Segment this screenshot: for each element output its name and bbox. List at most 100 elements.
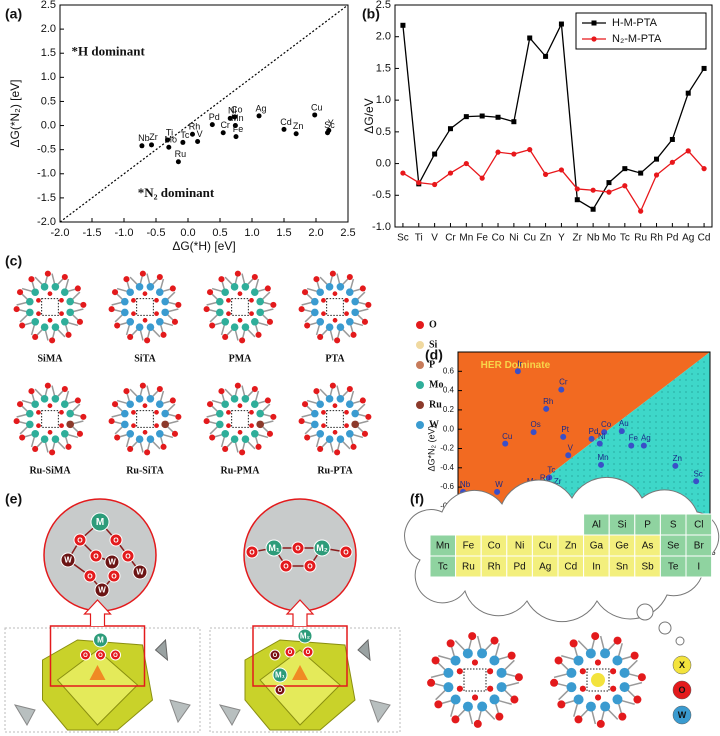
point-label: Os: [530, 420, 540, 429]
element-symbol: S: [670, 520, 677, 531]
legend-label: W: [429, 419, 439, 430]
legend-marker: [416, 341, 424, 349]
atom-label: O: [307, 563, 313, 570]
metal: [216, 297, 224, 306]
oxygen: [249, 298, 254, 303]
oxygen: [108, 306, 115, 313]
oxygen: [142, 318, 148, 323]
metal: [51, 323, 60, 331]
marker: [479, 113, 485, 119]
oxygen: [234, 270, 241, 277]
cluster: [203, 270, 277, 344]
atom-label: O: [77, 537, 83, 544]
oxygen: [249, 423, 254, 428]
oxygen: [456, 685, 463, 692]
metal: [251, 429, 259, 438]
oxygen: [76, 318, 84, 325]
core: [41, 410, 59, 428]
core: [136, 298, 154, 316]
legend-ball: [672, 705, 692, 725]
oxygen: [346, 385, 353, 393]
legend-marker: [416, 321, 424, 329]
point: [565, 452, 572, 459]
oxygen: [332, 318, 338, 323]
metal: [155, 288, 164, 296]
legend-label: Mo: [429, 379, 443, 390]
structure-label: Ru-PTA: [317, 465, 353, 476]
legend-label: Si: [429, 339, 438, 350]
atom-label: O: [249, 549, 255, 556]
oxygen: [32, 333, 39, 341]
metal: [619, 682, 630, 693]
oxygen: [344, 423, 349, 428]
point-label: Tc: [180, 130, 190, 140]
metal: [230, 323, 239, 331]
center-atom: [591, 673, 605, 687]
oxygen: [160, 443, 167, 450]
element-symbol: Cl: [694, 520, 703, 531]
metal: [241, 395, 250, 403]
oxygen: [169, 285, 176, 292]
point-label: Nb: [138, 133, 150, 143]
oxygen: [350, 443, 357, 450]
annotation: HER Dominate: [481, 360, 551, 371]
panel-label: (e): [5, 491, 22, 507]
metal: [66, 297, 74, 306]
point: [588, 435, 595, 442]
point: [281, 126, 287, 132]
x-tick-label: Rh: [650, 233, 663, 244]
oxygen: [298, 418, 305, 425]
metal: [126, 400, 134, 409]
metal: [351, 297, 359, 306]
oxygen: [579, 668, 586, 675]
element-symbol: Ga: [590, 541, 604, 552]
point: [514, 368, 521, 375]
oxygen: [332, 430, 338, 435]
oxygen: [237, 403, 243, 408]
atom: [291, 541, 305, 555]
marker: [638, 170, 644, 176]
point-label: Zr: [149, 132, 158, 142]
x-tick-label: Fe: [476, 233, 488, 244]
atom: [95, 649, 106, 661]
atom: [302, 646, 314, 658]
oxygen: [80, 413, 87, 420]
oxygen: [507, 651, 516, 660]
y-tick-label: 0.2: [443, 405, 455, 414]
metal: [40, 395, 49, 403]
x-tick-label: Pd: [666, 233, 678, 244]
annotation: *N₂ dominant: [138, 185, 215, 200]
oxygen: [175, 301, 182, 308]
oxygen: [365, 301, 372, 308]
oxygen: [111, 289, 119, 296]
oxygen: [487, 668, 494, 675]
atom: [279, 559, 293, 573]
x-tick-label: Tc: [620, 233, 630, 244]
atom-label: O: [98, 653, 103, 659]
point-label: Co: [231, 104, 243, 114]
metal: [26, 297, 34, 306]
atom-label: M₂: [316, 543, 328, 553]
atom: [339, 545, 353, 559]
y-tick-label: 1.0: [376, 94, 391, 106]
oxygen: [32, 445, 39, 453]
series-line: [402, 148, 705, 213]
oxygen: [239, 449, 246, 456]
metal: [61, 317, 69, 326]
metal: [156, 317, 164, 326]
metal: [146, 323, 155, 331]
metal: [256, 308, 264, 317]
point: [598, 461, 605, 468]
oxygen: [332, 291, 338, 296]
metal: [161, 297, 169, 306]
metal: [489, 655, 500, 666]
metal: [135, 283, 144, 291]
cluster: [550, 632, 646, 728]
x-tick-label: Co: [492, 233, 505, 244]
metal: [311, 420, 319, 429]
oxygen: [131, 298, 136, 303]
y-tick-label: -0.5: [372, 189, 391, 201]
y-tick-label: -0.4: [440, 463, 454, 472]
metal: [345, 400, 354, 408]
metal: [566, 667, 577, 678]
